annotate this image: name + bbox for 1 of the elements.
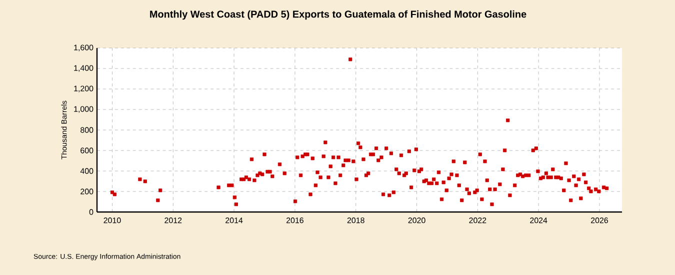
chart-title: Monthly West Coast (PADD 5) Exports to Guatemala of Finished Motor Gasoline: [150, 10, 526, 20]
